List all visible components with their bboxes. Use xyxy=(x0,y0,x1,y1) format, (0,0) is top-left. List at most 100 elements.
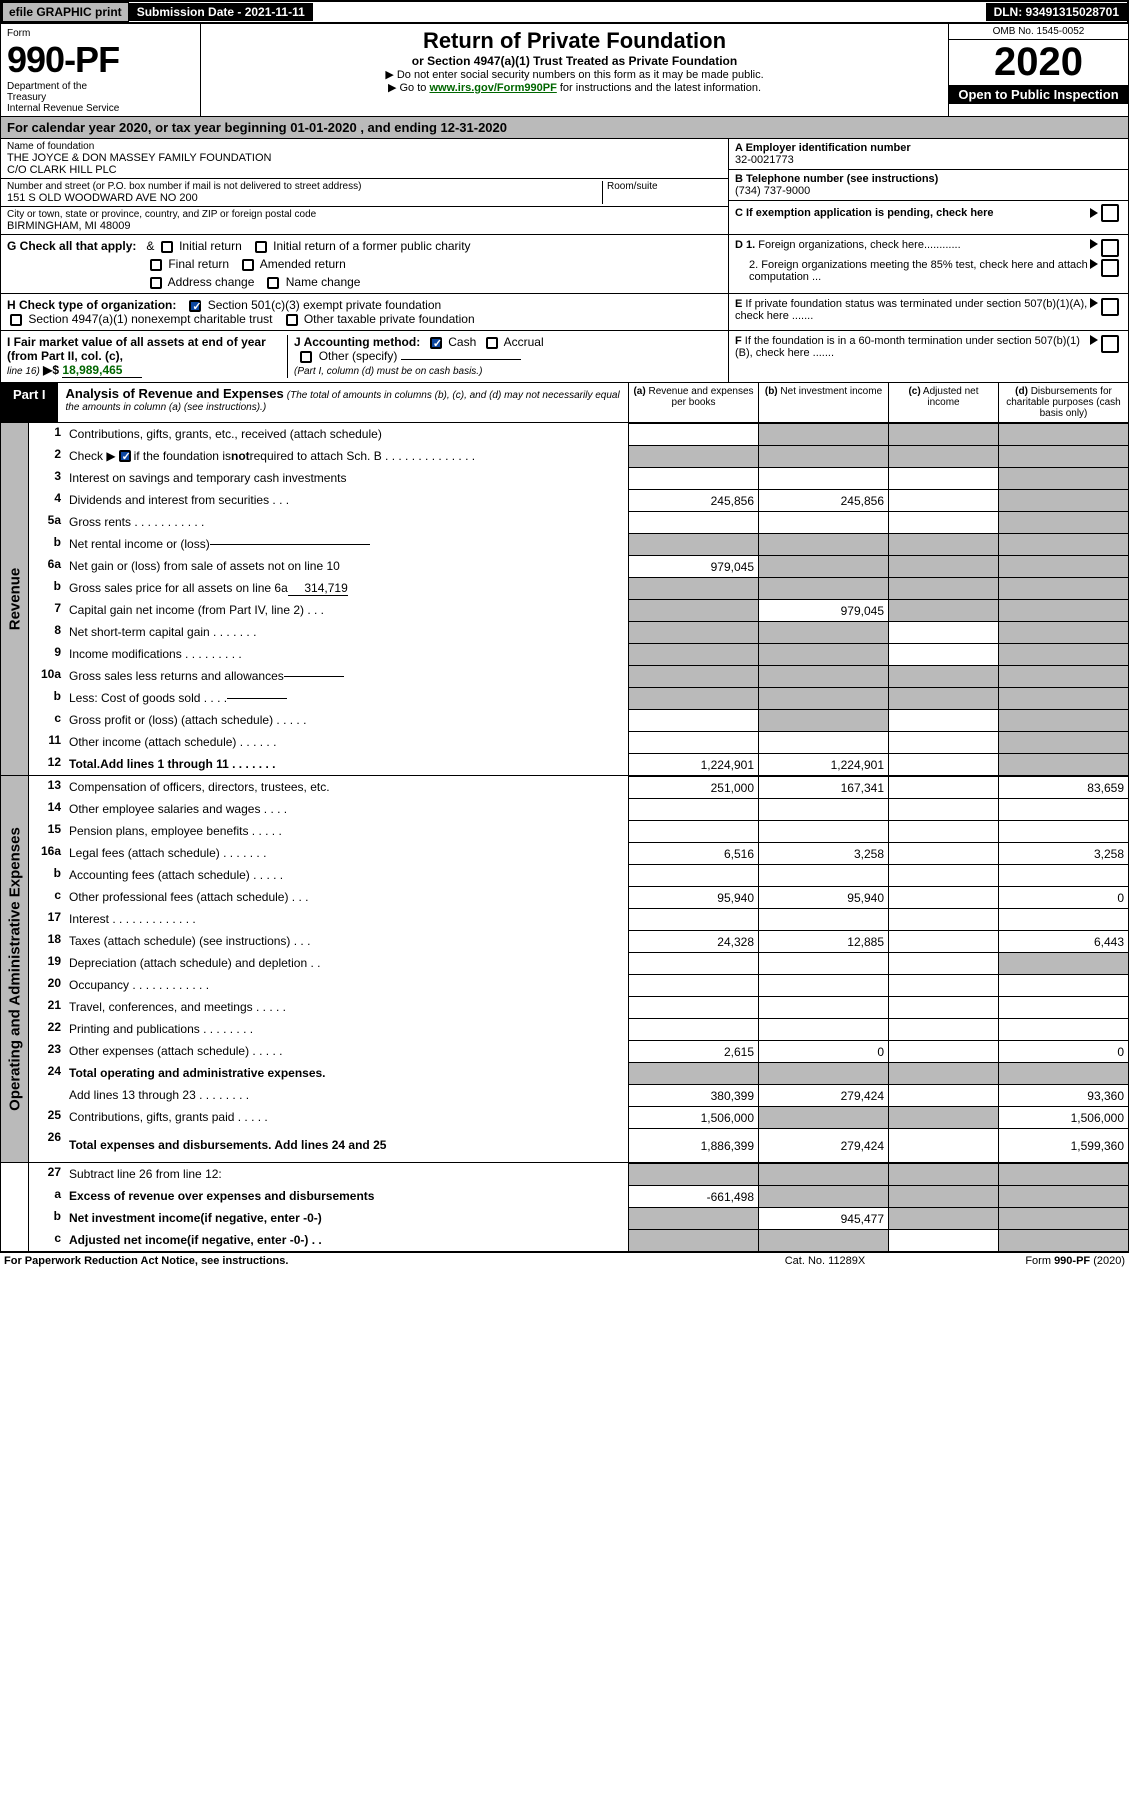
line-27c: Adjusted net income (if negative, enter … xyxy=(65,1229,628,1251)
line-9: Income modifications . . . . . . . . . xyxy=(65,643,628,665)
dept-label: Department of theTreasuryInternal Revenu… xyxy=(7,81,194,114)
ein-value: 32-0021773 xyxy=(735,154,1122,166)
part-1-label: Part I xyxy=(1,383,58,422)
e-label: E If private foundation status was termi… xyxy=(735,298,1090,322)
line-26: Total expenses and disbursements. Add li… xyxy=(65,1128,628,1162)
line-2: Check ▶ if the foundation is not require… xyxy=(65,445,628,467)
line-7: Capital gain net income (from Part IV, l… xyxy=(65,599,628,621)
i-label: I Fair market value of all assets at end… xyxy=(7,335,266,363)
dln-number: DLN: 93491315028701 xyxy=(986,3,1127,21)
street-address: 151 S OLD WOODWARD AVE NO 200 xyxy=(7,192,602,204)
line-23: Other expenses (attach schedule) . . . .… xyxy=(65,1040,628,1062)
line-11: Other income (attach schedule) . . . . .… xyxy=(65,731,628,753)
col-c-header: (c) Adjusted net income xyxy=(888,383,998,422)
line-5b: Net rental income or (loss) xyxy=(65,533,628,555)
line-17: Interest . . . . . . . . . . . . . xyxy=(65,908,628,930)
line-10b: Less: Cost of goods sold . . . . xyxy=(65,687,628,709)
initial-return-checkbox[interactable] xyxy=(161,241,173,253)
col-a-header: (a) Revenue and expenses per books xyxy=(628,383,758,422)
arrow-icon xyxy=(1090,335,1098,345)
line-6b: Gross sales price for all assets on line… xyxy=(65,577,628,599)
d2-label: 2. Foreign organizations meeting the 85%… xyxy=(735,259,1090,283)
name-change-checkbox[interactable] xyxy=(267,277,279,289)
exemption-pending-label: C If exemption application is pending, c… xyxy=(735,207,1090,219)
instruction-2: ▶ Go to www.irs.gov/Form990PF for instru… xyxy=(211,81,938,94)
address-change-checkbox[interactable] xyxy=(150,277,162,289)
line-19: Depreciation (attach schedule) and deple… xyxy=(65,952,628,974)
amended-checkbox[interactable] xyxy=(242,259,254,271)
d2-checkbox[interactable] xyxy=(1101,259,1119,277)
blank-side xyxy=(1,1163,29,1251)
omb-number: OMB No. 1545-0052 xyxy=(949,24,1128,40)
line-10c: Gross profit or (loss) (attach schedule)… xyxy=(65,709,628,731)
calendar-year-line: For calendar year 2020, or tax year begi… xyxy=(0,117,1129,139)
tax-year: 2020 xyxy=(949,40,1128,85)
line-15: Pension plans, employee benefits . . . .… xyxy=(65,820,628,842)
line-13: Compensation of officers, directors, tru… xyxy=(65,776,628,798)
line-21: Travel, conferences, and meetings . . . … xyxy=(65,996,628,1018)
d1-label: D 1. Foreign organizations, check here..… xyxy=(735,239,1090,257)
foundation-name: THE JOYCE & DON MASSEY FAMILY FOUNDATION… xyxy=(7,152,722,176)
line-16b: Accounting fees (attach schedule) . . . … xyxy=(65,864,628,886)
arrow-icon xyxy=(1090,298,1098,308)
e-checkbox[interactable] xyxy=(1101,298,1119,316)
phone-value: (734) 737-9000 xyxy=(735,185,1122,197)
line-27a: Excess of revenue over expenses and disb… xyxy=(65,1185,628,1207)
fmv-value[interactable]: 18,989,465 xyxy=(62,363,142,378)
line-24-sub: Add lines 13 through 23 . . . . . . . . xyxy=(65,1084,628,1106)
line-4: Dividends and interest from securities .… xyxy=(65,489,628,511)
g-label: G Check all that apply: xyxy=(7,239,136,253)
cash-checkbox[interactable] xyxy=(430,337,442,349)
line-22: Printing and publications . . . . . . . … xyxy=(65,1018,628,1040)
line-27b: Net investment income (if negative, ente… xyxy=(65,1207,628,1229)
catalog-number: Cat. No. 11289X xyxy=(725,1255,925,1267)
line-1: Contributions, gifts, grants, etc., rece… xyxy=(65,423,628,445)
line-8: Net short-term capital gain . . . . . . … xyxy=(65,621,628,643)
j-label: J Accounting method: xyxy=(294,335,420,349)
f-label: F If the foundation is in a 60-month ter… xyxy=(735,335,1090,359)
line-12: Total. Add lines 1 through 11 . . . . . … xyxy=(65,753,628,775)
phone-label: B Telephone number (see instructions) xyxy=(735,173,1122,185)
entity-block: Name of foundation THE JOYCE & DON MASSE… xyxy=(0,139,1129,235)
other-method-checkbox[interactable] xyxy=(300,351,312,363)
line-3: Interest on savings and temporary cash i… xyxy=(65,467,628,489)
schB-checkbox[interactable] xyxy=(119,450,131,462)
line-14: Other employee salaries and wages . . . … xyxy=(65,798,628,820)
public-inspection: Open to Public Inspection xyxy=(949,85,1128,104)
other-taxable-checkbox[interactable] xyxy=(286,314,298,326)
form-subtitle: or Section 4947(a)(1) Trust Treated as P… xyxy=(211,54,938,68)
line-20: Occupancy . . . . . . . . . . . . xyxy=(65,974,628,996)
form-header: Form 990-PF Department of theTreasuryInt… xyxy=(0,24,1129,117)
initial-public-checkbox[interactable] xyxy=(255,241,267,253)
line-18: Taxes (attach schedule) (see instruction… xyxy=(65,930,628,952)
ein-label: A Employer identification number xyxy=(735,142,1122,154)
d1-checkbox[interactable] xyxy=(1101,239,1119,257)
city-label: City or town, state or province, country… xyxy=(7,209,722,220)
revenue-side-label: Revenue xyxy=(1,423,29,775)
501c3-checkbox[interactable] xyxy=(189,300,201,312)
arrow-icon xyxy=(1090,259,1098,269)
efile-print-button[interactable]: efile GRAPHIC print xyxy=(2,2,129,22)
f-checkbox[interactable] xyxy=(1101,335,1119,353)
line-16c: Other professional fees (attach schedule… xyxy=(65,886,628,908)
final-return-checkbox[interactable] xyxy=(150,259,162,271)
submission-date: Submission Date - 2021-11-11 xyxy=(129,3,313,21)
exemption-checkbox[interactable] xyxy=(1101,204,1119,222)
top-bar: efile GRAPHIC print Submission Date - 20… xyxy=(0,0,1129,24)
j-note: (Part I, column (d) must be on cash basi… xyxy=(294,366,482,377)
h-label: H Check type of organization: xyxy=(7,298,176,312)
form-label: Form xyxy=(7,28,194,39)
paperwork-notice: For Paperwork Reduction Act Notice, see … xyxy=(4,1255,725,1267)
line-10a: Gross sales less returns and allowances xyxy=(65,665,628,687)
4947-checkbox[interactable] xyxy=(10,314,22,326)
part-1-title: Analysis of Revenue and Expenses (The to… xyxy=(58,383,628,422)
arrow-icon xyxy=(1090,239,1098,249)
arrow-icon xyxy=(1090,208,1098,218)
room-label: Room/suite xyxy=(607,181,722,192)
line-16a: Legal fees (attach schedule) . . . . . .… xyxy=(65,842,628,864)
irs-link[interactable]: www.irs.gov/Form990PF xyxy=(429,82,556,94)
accrual-checkbox[interactable] xyxy=(486,337,498,349)
line-27: Subtract line 26 from line 12: xyxy=(65,1163,628,1185)
instruction-1: ▶ Do not enter social security numbers o… xyxy=(211,68,938,81)
col-b-header: (b) Net investment income xyxy=(758,383,888,422)
